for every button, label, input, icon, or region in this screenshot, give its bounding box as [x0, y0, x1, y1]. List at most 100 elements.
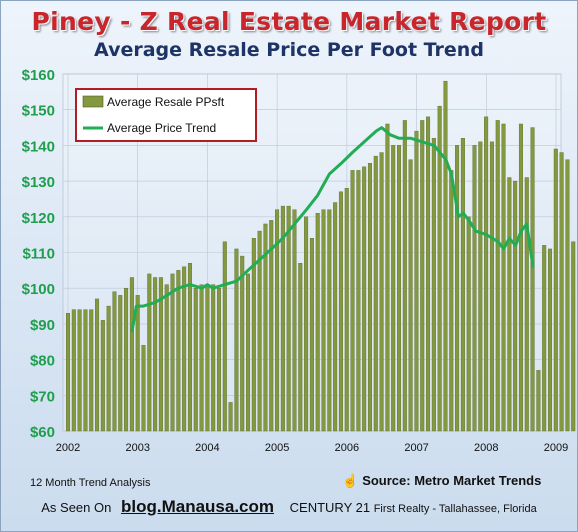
bar — [565, 159, 570, 432]
source-text: Source: Metro Market Trends — [362, 473, 542, 488]
legend-line-label: Average Price Trend — [107, 121, 216, 135]
y-tick-label: $150 — [22, 103, 55, 120]
bar — [141, 345, 146, 432]
bar — [158, 277, 163, 432]
bar — [559, 152, 564, 432]
seen-on-text: As Seen On — [41, 500, 112, 515]
bar — [344, 188, 349, 432]
bar — [176, 270, 181, 432]
y-tick-label: $60 — [30, 424, 55, 441]
bar — [292, 209, 297, 432]
pointing-hand-icon: ☝ — [342, 473, 359, 488]
bar — [402, 120, 407, 432]
x-axis: 2002 2003 2004 2005 2006 2007 2008 2009 — [56, 442, 568, 454]
bar — [65, 312, 70, 432]
bar — [228, 402, 233, 432]
bar — [147, 273, 152, 432]
bar — [385, 123, 390, 432]
bar — [443, 80, 448, 432]
century-label: CENTURY 21 — [289, 500, 371, 515]
y-tick-label: $80 — [30, 353, 55, 370]
source-credit: ☝ Source: Metro Market Trends — [342, 473, 541, 489]
bar — [553, 148, 558, 432]
bar — [524, 177, 529, 432]
bar — [216, 288, 221, 432]
bar — [507, 177, 512, 432]
bar — [391, 145, 396, 432]
bar — [472, 145, 477, 432]
footer-credits: As Seen On blog.Manausa.com CENTURY 21 F… — [1, 497, 577, 517]
bar — [571, 241, 576, 432]
bar — [251, 238, 256, 432]
bar — [321, 209, 326, 432]
bar — [286, 205, 291, 432]
bar — [170, 273, 175, 432]
bar — [263, 223, 268, 432]
bar — [71, 309, 76, 432]
bar — [501, 123, 506, 432]
bar — [275, 209, 280, 432]
bar — [437, 105, 442, 432]
bar — [124, 288, 129, 432]
y-tick-label: $140 — [22, 138, 55, 155]
y-tick-label: $90 — [30, 317, 55, 334]
bar — [338, 191, 343, 432]
y-axis: $60 $70 $80 $90 $100 $110 $120 $130 $140 $150 $160 — [22, 67, 55, 441]
bar — [379, 152, 384, 432]
legend-bar-label: Average Resale PPsft — [107, 95, 225, 109]
bar — [460, 138, 465, 432]
bar — [414, 130, 419, 432]
y-tick-label: $70 — [30, 388, 55, 405]
bar — [548, 248, 553, 432]
x-tick-label: 2008 — [474, 442, 498, 454]
x-tick-label: 2002 — [56, 442, 80, 454]
bar — [315, 213, 320, 432]
bar — [89, 309, 94, 432]
bar — [199, 284, 204, 432]
bar — [542, 245, 547, 432]
bar — [193, 288, 198, 432]
trend-note: 12 Month Trend Analysis — [30, 477, 151, 489]
bar — [373, 155, 378, 432]
bar — [205, 284, 210, 432]
bar — [187, 263, 192, 432]
bar — [234, 248, 239, 432]
y-tick-label: $160 — [22, 67, 55, 84]
blog-link[interactable]: blog.Manausa.com — [120, 497, 275, 516]
bar — [182, 266, 187, 432]
bar — [367, 163, 372, 432]
bar — [408, 159, 413, 432]
page-title: Piney - Z Real Estate Market Report — [31, 7, 547, 36]
bar — [164, 284, 169, 432]
y-tick-label: $120 — [22, 210, 55, 227]
bar — [211, 284, 216, 432]
y-tick-label: $110 — [22, 246, 55, 263]
bar — [356, 170, 361, 432]
bar — [304, 216, 309, 432]
bar — [513, 180, 518, 432]
y-tick-label: $100 — [22, 281, 55, 298]
bar — [449, 170, 454, 432]
bar — [536, 370, 541, 432]
bar — [118, 295, 123, 432]
bar — [530, 127, 535, 432]
bar — [484, 116, 489, 432]
x-tick-label: 2006 — [335, 442, 359, 454]
bar — [362, 166, 367, 432]
bar — [478, 141, 483, 432]
bar — [466, 216, 471, 432]
bar — [280, 205, 285, 432]
bar — [222, 241, 227, 432]
bar — [431, 138, 436, 432]
legend-box — [75, 88, 257, 142]
bar — [518, 123, 523, 432]
bar-series — [65, 80, 576, 432]
bar — [83, 309, 88, 432]
x-tick-label: 2004 — [195, 442, 219, 454]
bar — [112, 291, 117, 432]
bar — [327, 209, 332, 432]
bar — [455, 145, 460, 432]
bar — [426, 116, 431, 432]
